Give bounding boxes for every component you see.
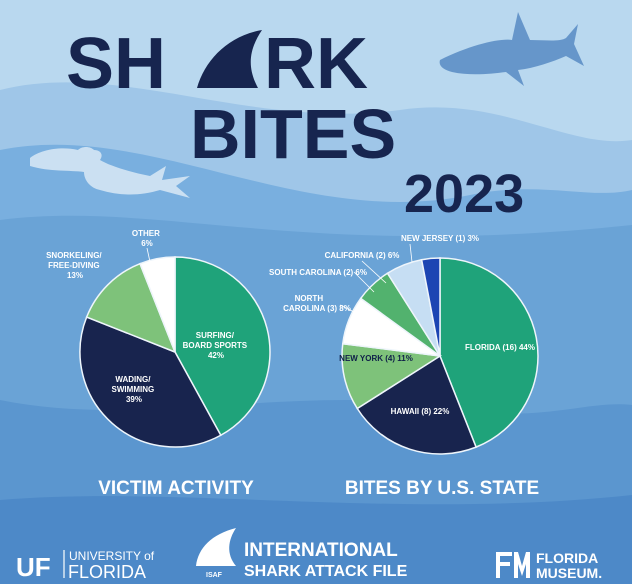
museum-line1: FLORIDA [536,550,598,566]
slice-label: OTHER 6% [132,229,162,248]
background-wave-5 [0,495,632,584]
slice-label: NORTH CAROLINA (3) 8% [283,294,351,313]
title-year: 2023 [404,164,524,224]
shark-fin-icon [197,30,262,88]
leader-line [146,247,151,263]
leader-line [409,243,413,263]
isaf-fin-icon [196,528,236,566]
isaf-line1: INTERNATIONAL [244,540,398,561]
pie-slice-1 [79,316,222,448]
leader-line [361,260,387,284]
great-white-shark-icon [439,12,584,86]
victim-activity-title: VICTIM ACTIVITY [98,478,254,499]
pie-slice-3 [139,256,176,353]
state-bites-pie [341,257,539,455]
victim-activity-labels: SURFING/ BOARD SPORTS 42% WADING/ SWIMMI… [46,229,250,404]
state-bites-title: BITES BY U.S. STATE [345,478,539,499]
hammerhead-shark-icon [30,147,190,198]
slice-label: HAWAII (8) 22% [391,407,450,416]
slice-label: SURFING/ BOARD SPORTS 42% [183,331,250,360]
leader-line [339,304,357,314]
leader-line [353,271,375,293]
title-line1-end: RK [264,24,368,104]
pie-slice-6 [420,257,441,357]
uf-line1: UNIVERSITY of [69,549,155,563]
isaf-abbr: ISAF [206,572,223,579]
title-line2: BITES [190,95,396,173]
slice-label: CALIFORNIA (2) 6% [325,251,400,260]
florida-museum-logo: FLORIDA MUSEUM. [496,550,602,581]
pie-slice-1 [356,354,478,455]
pie-slice-0 [439,257,539,449]
pie-slice-0 [174,256,271,437]
slice-label: SNORKELING/ FREE-DIVING 13% [46,251,104,280]
uf-logo: UF UNIVERSITY of FLORIDA [16,549,155,582]
slice-label: FLORIDA (16) 44% [465,343,535,352]
state-bites-labels: FLORIDA (16) 44% HAWAII (8) 22% NEW YORK… [269,234,535,416]
victim-activity-pie [79,256,271,448]
museum-line2: MUSEUM. [536,565,602,581]
title-line1-start: SH [66,24,166,104]
slice-label: NEW JERSEY (1) 3% [401,234,479,243]
uf-logo-mark: UF [16,552,51,582]
slice-label: WADING/ SWIMMING 39% [112,375,157,404]
pie-slice-2 [85,262,177,354]
isaf-line2: SHARK ATTACK FILE [244,563,408,580]
slice-label: NEW YORK (4) 11% [339,354,413,363]
museum-mark-icon [496,552,530,578]
isaf-logo: ISAF INTERNATIONAL SHARK ATTACK FILE [196,528,408,580]
uf-line2: FLORIDA [68,562,146,582]
slice-label: SOUTH CAROLINA (2) 6% [269,268,367,277]
leader-lines [146,243,413,314]
pie-slice-2 [341,342,443,410]
